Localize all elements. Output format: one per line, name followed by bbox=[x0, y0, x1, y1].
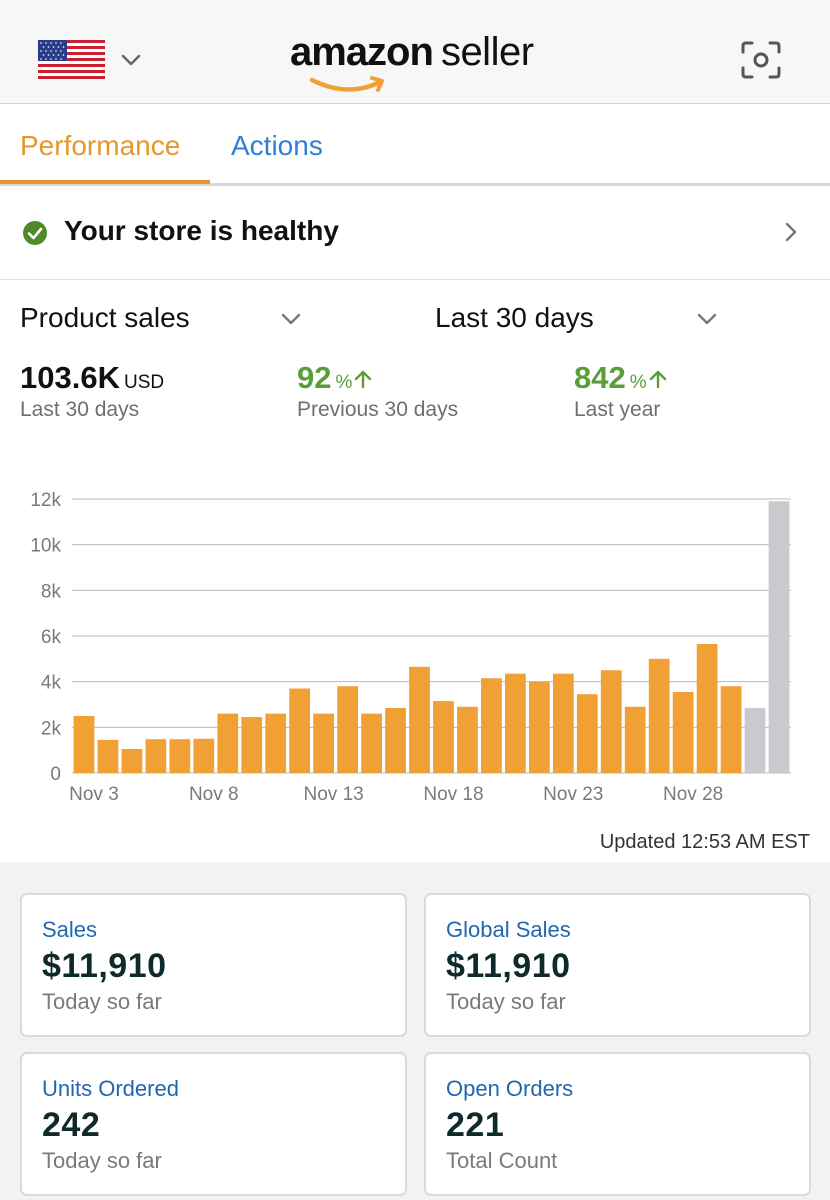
y-tick-label: 8k bbox=[41, 581, 62, 602]
chart-bar bbox=[457, 706, 478, 773]
chart-bar bbox=[241, 717, 263, 773]
chart-bar bbox=[217, 713, 239, 773]
tab-performance[interactable]: Performance bbox=[20, 130, 181, 161]
x-tick-label: Nov 28 bbox=[663, 784, 723, 805]
stat-value: 92 bbox=[297, 360, 332, 395]
amazon-seller-logo: amazon seller bbox=[290, 30, 534, 94]
chart-bar bbox=[361, 713, 382, 773]
chart-bar bbox=[648, 658, 670, 773]
card-title: Units Ordered bbox=[42, 1076, 179, 1101]
chart-bar bbox=[385, 707, 406, 773]
tab-actions[interactable]: Actions bbox=[231, 130, 323, 161]
card-open-orders[interactable]: Open Orders 221 Total Count bbox=[424, 1052, 811, 1196]
chevron-down-icon bbox=[121, 54, 141, 65]
x-tick-label: Nov 13 bbox=[304, 784, 364, 805]
stat-unit: % bbox=[335, 372, 353, 393]
card-subtitle: Today so far bbox=[42, 989, 162, 1014]
stat-label: Previous 30 days bbox=[297, 398, 459, 421]
card-subtitle: Today so far bbox=[446, 989, 566, 1014]
stat-value: 842 bbox=[574, 360, 626, 395]
chart-bar bbox=[289, 688, 311, 773]
chart-bar bbox=[337, 686, 358, 773]
chart-bar bbox=[672, 691, 694, 773]
chart-bar bbox=[433, 701, 454, 773]
chart-bar bbox=[528, 681, 550, 773]
x-tick-label: Nov 23 bbox=[543, 784, 603, 805]
updated-timestamp: Updated 12:53 AM EST bbox=[599, 831, 810, 853]
tab-bar: Performance Actions bbox=[0, 104, 830, 186]
card-title: Global Sales bbox=[446, 917, 571, 942]
stat-label: Last 30 days bbox=[20, 398, 140, 421]
chart-bar bbox=[409, 666, 430, 773]
y-tick-label: 12k bbox=[30, 490, 61, 511]
y-tick-label: 0 bbox=[50, 764, 61, 785]
y-tick-label: 2k bbox=[41, 718, 62, 739]
card-value: 221 bbox=[446, 1106, 505, 1144]
logo-brand-sub: seller bbox=[440, 30, 534, 74]
stat-label: Last year bbox=[574, 398, 661, 421]
card-global-sales[interactable]: Global Sales $11,910 Today so far bbox=[424, 893, 811, 1037]
chart-bar bbox=[313, 713, 335, 773]
chevron-right-icon bbox=[785, 222, 797, 242]
card-value: $11,910 bbox=[42, 947, 167, 985]
check-circle-icon bbox=[23, 221, 47, 245]
card-value: $11,910 bbox=[446, 947, 571, 985]
chart-bar bbox=[576, 694, 598, 773]
top-bar: amazon seller bbox=[0, 0, 830, 104]
summary-cards-area: Sales $11,910 Today so far Global Sales … bbox=[0, 862, 830, 1200]
card-title: Sales bbox=[42, 917, 98, 942]
chevron-down-icon[interactable] bbox=[696, 312, 718, 326]
card-value: 242 bbox=[42, 1106, 101, 1144]
chart-bar bbox=[624, 706, 646, 773]
stat-last-year-change: 842% bbox=[574, 360, 667, 396]
chart-bar bbox=[720, 686, 742, 773]
scan-icon[interactable] bbox=[740, 40, 782, 80]
metric-selector[interactable]: Product sales bbox=[20, 302, 190, 333]
y-tick-label: 10k bbox=[30, 536, 61, 557]
stat-total-sales: 103.6K USD bbox=[20, 360, 164, 396]
chart-bar bbox=[768, 501, 790, 773]
card-title: Open Orders bbox=[446, 1076, 574, 1101]
chart-bar bbox=[696, 643, 718, 773]
chart-bar bbox=[73, 715, 95, 773]
card-units-ordered[interactable]: Units Ordered 242 Today so far bbox=[20, 1052, 407, 1196]
amazon-smile-icon bbox=[310, 76, 384, 92]
stat-value: 103.6K bbox=[20, 360, 120, 395]
range-selector[interactable]: Last 30 days bbox=[435, 302, 594, 333]
chart-bar bbox=[481, 678, 502, 773]
chart-bar bbox=[265, 713, 287, 773]
y-tick-label: 6k bbox=[41, 627, 62, 648]
chart-bar bbox=[600, 670, 622, 773]
arrow-up-icon bbox=[355, 370, 372, 389]
chart-bar bbox=[552, 673, 574, 773]
chart-bar bbox=[505, 673, 526, 773]
x-tick-label: Nov 3 bbox=[69, 784, 119, 805]
x-tick-label: Nov 8 bbox=[189, 784, 239, 805]
card-sales[interactable]: Sales $11,910 Today so far bbox=[20, 893, 407, 1037]
chevron-down-icon[interactable] bbox=[280, 312, 302, 326]
store-health-text: Your store is healthy bbox=[64, 215, 339, 246]
logo-brand-main: amazon bbox=[290, 30, 434, 74]
country-selector[interactable] bbox=[38, 40, 142, 79]
chart-bar bbox=[193, 738, 215, 773]
card-subtitle: Total Count bbox=[446, 1148, 558, 1173]
active-tab-indicator bbox=[0, 180, 210, 184]
card-subtitle: Today so far bbox=[42, 1148, 162, 1173]
y-tick-label: 4k bbox=[41, 673, 62, 694]
chart-bar bbox=[169, 739, 191, 773]
chart-bar bbox=[121, 749, 143, 773]
store-health-row[interactable]: Your store is healthy bbox=[0, 186, 830, 280]
chart-bar bbox=[97, 739, 119, 773]
stat-unit: % bbox=[629, 372, 647, 393]
us-flag-icon bbox=[38, 40, 105, 79]
stat-prev-period-change: 92% bbox=[297, 360, 372, 396]
stat-unit: USD bbox=[123, 372, 165, 393]
arrow-up-icon bbox=[649, 370, 666, 389]
chart-bar bbox=[145, 739, 167, 773]
sales-bar-chart: 0 2k 4k 6k 8k 10k 12k Nov 3 Nov 8 Nov 13 Nov 18 Nov… bbox=[30, 490, 791, 805]
chart-bar bbox=[744, 707, 766, 773]
x-tick-label: Nov 18 bbox=[423, 784, 483, 805]
